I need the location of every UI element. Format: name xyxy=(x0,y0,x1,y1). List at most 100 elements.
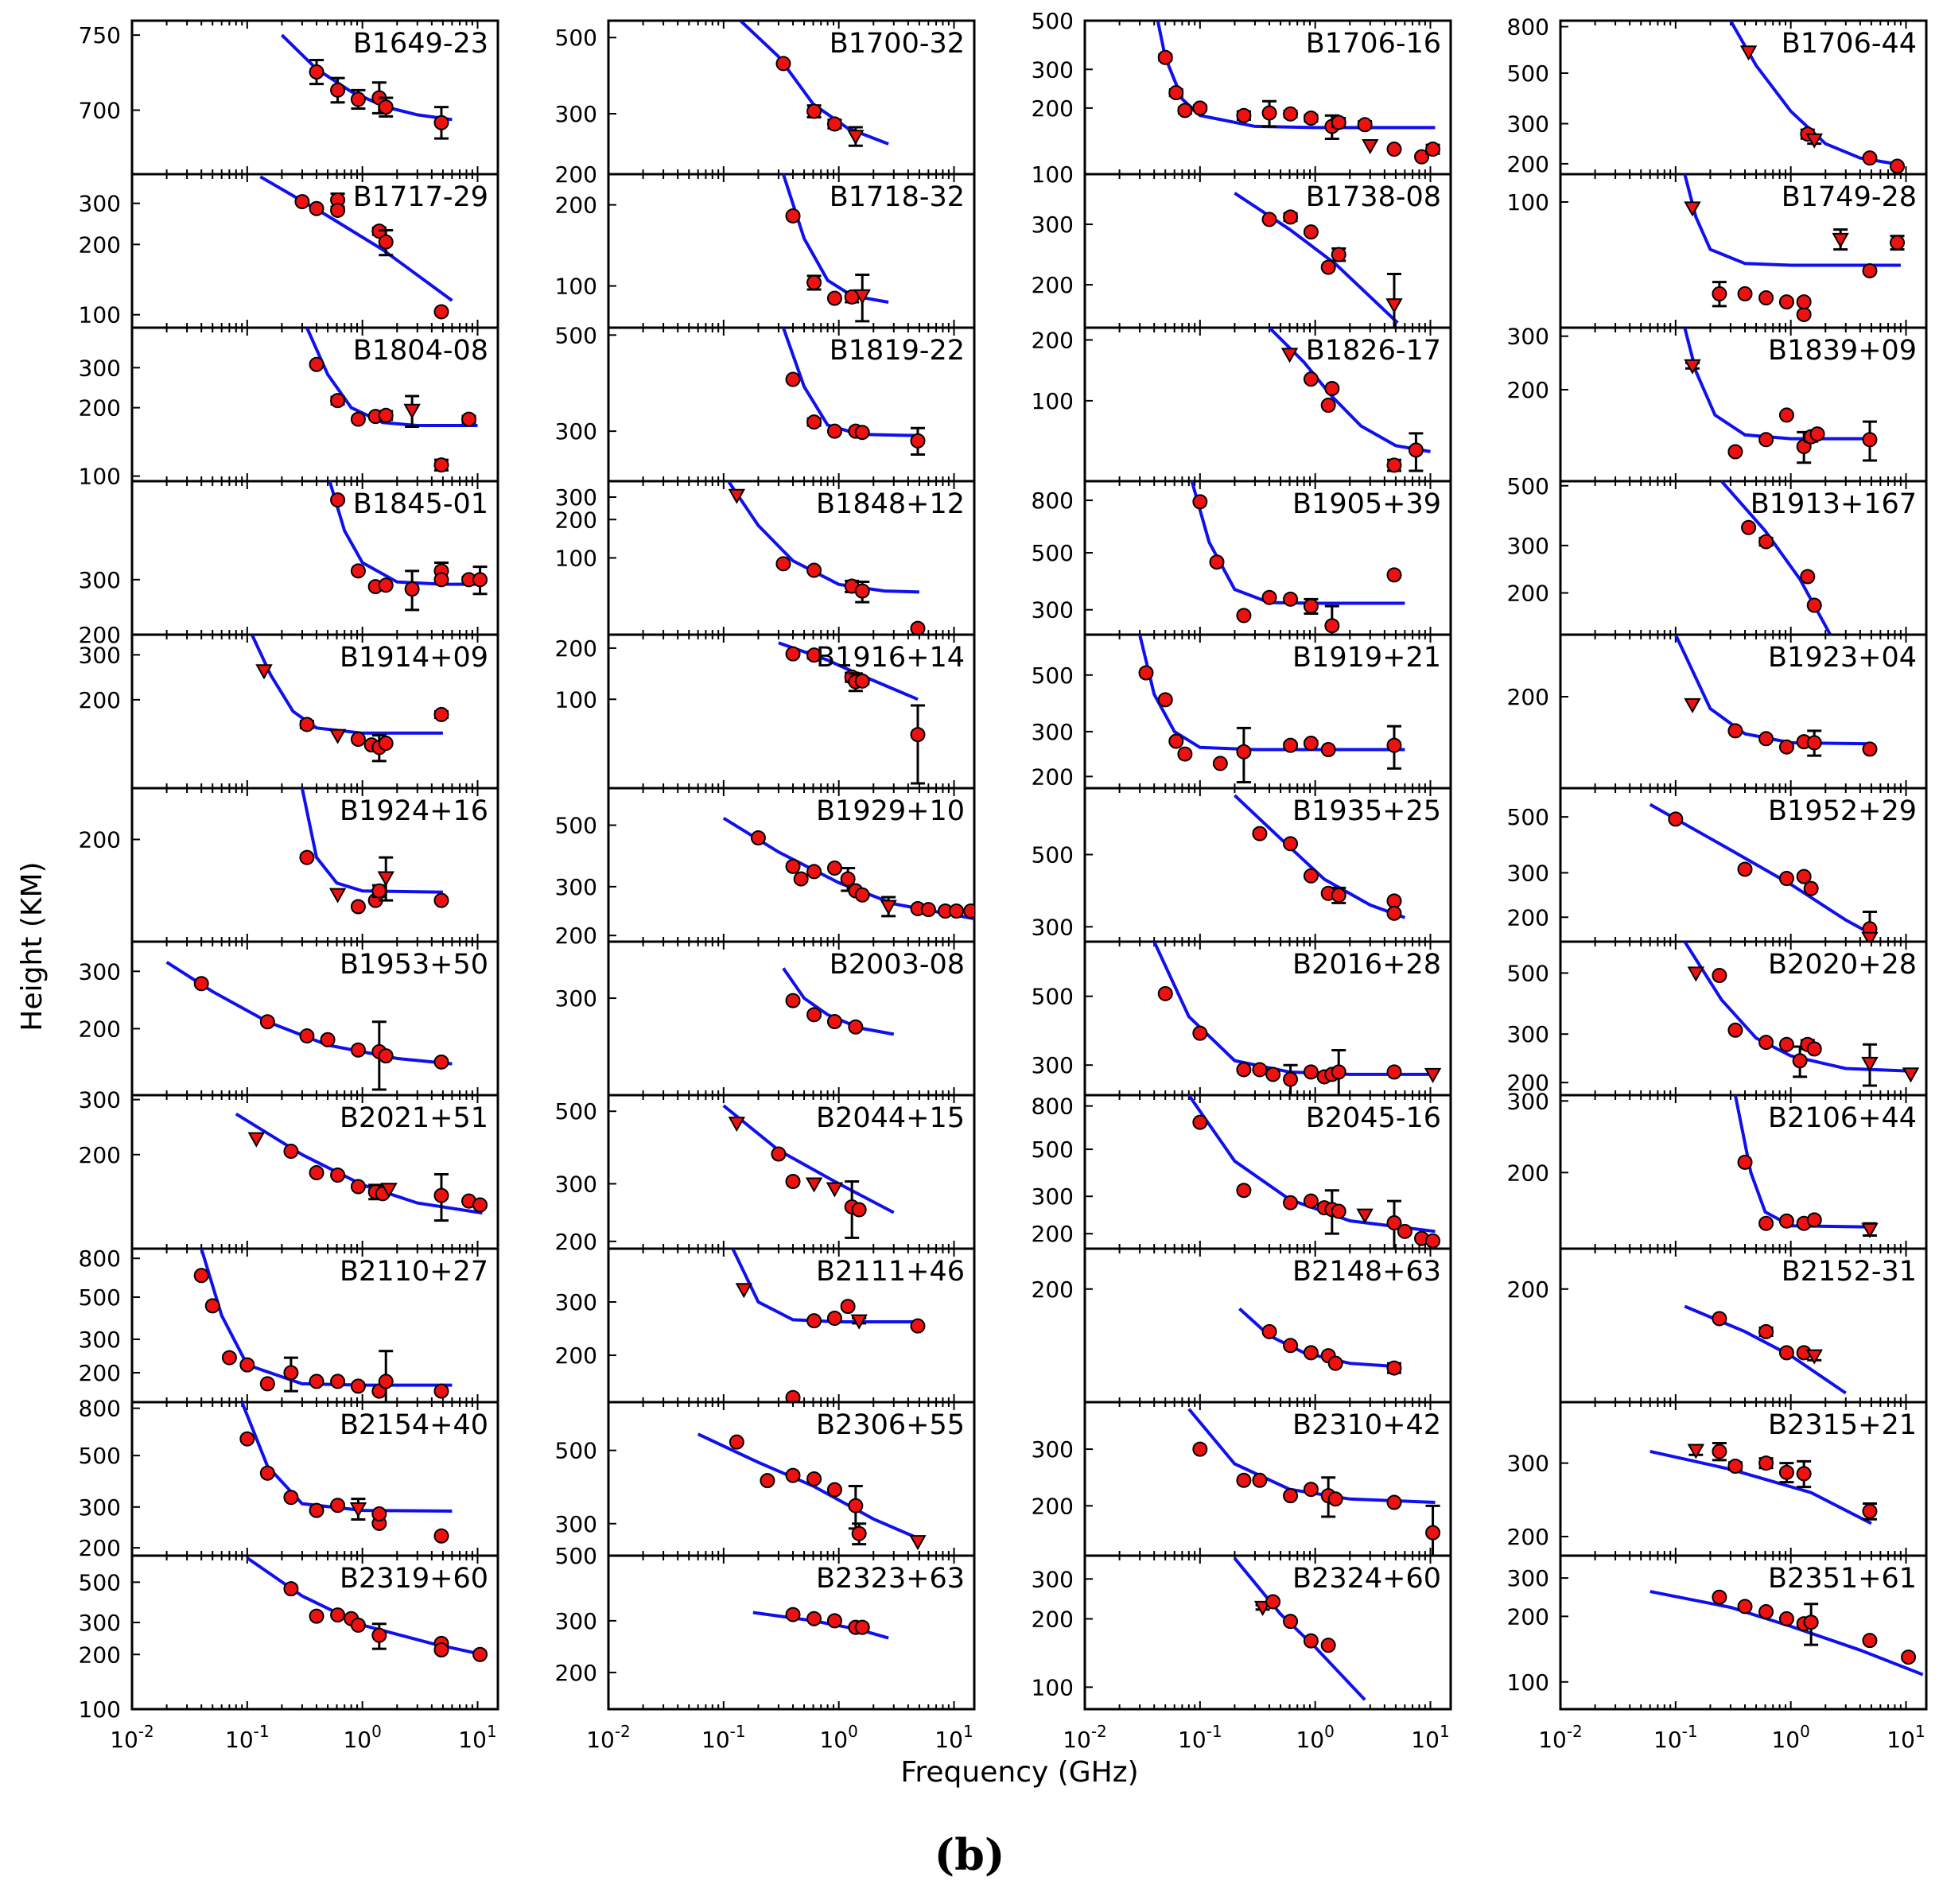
circle-marker xyxy=(1806,1212,1822,1228)
circle-marker xyxy=(1862,741,1878,757)
circle-marker xyxy=(910,727,926,743)
data-point xyxy=(1283,1488,1299,1504)
data-point xyxy=(1712,967,1727,983)
data-point xyxy=(910,426,926,456)
panel-B1929+10: 200 300 500 B1929+10 xyxy=(555,787,976,949)
data-point xyxy=(259,1376,275,1392)
circle-marker xyxy=(433,572,449,588)
data-point xyxy=(1727,1458,1743,1474)
data-point xyxy=(461,411,477,427)
y-tick-label: 200 xyxy=(79,231,121,258)
panel-title: B1919+21 xyxy=(1292,642,1441,674)
data-point xyxy=(378,1350,394,1402)
data-point xyxy=(1386,1494,1402,1510)
data-point xyxy=(1741,519,1757,535)
y-tick-label: 100 xyxy=(1032,161,1074,188)
data-point xyxy=(1684,201,1701,217)
data-point xyxy=(1424,1067,1442,1083)
y-tick-label: 100 xyxy=(555,546,597,572)
circle-marker xyxy=(1283,836,1299,852)
circle-marker xyxy=(330,1607,346,1623)
data-point xyxy=(1261,1323,1277,1339)
panel-title: B1953+50 xyxy=(340,949,488,981)
panel-B2021+51: 200 300 B2021+51 xyxy=(79,1087,499,1250)
circle-marker xyxy=(294,194,310,210)
circle-marker xyxy=(1236,1472,1252,1488)
circle-marker xyxy=(330,82,346,98)
y-tick-label: 300 xyxy=(1032,56,1074,83)
triangle-marker xyxy=(1385,298,1403,314)
y-tick-label: 300 xyxy=(79,1494,121,1521)
circle-marker xyxy=(309,64,324,80)
panel-title: B1929+10 xyxy=(816,795,965,827)
y-tick-label: 500 xyxy=(79,1284,121,1311)
y-tick-label: 300 xyxy=(1032,1566,1074,1592)
x-tick-label: 10-1 xyxy=(225,1722,270,1753)
circle-marker xyxy=(1668,811,1684,827)
circle-marker xyxy=(1386,1360,1402,1376)
panel-B1717-29: 100 200 300 B1717-29 xyxy=(79,173,499,329)
circle-marker xyxy=(1386,142,1402,157)
data-point xyxy=(472,1646,488,1662)
data-point xyxy=(853,274,871,323)
data-point xyxy=(193,1268,209,1284)
fit-line xyxy=(328,481,483,586)
circle-marker xyxy=(1331,1064,1346,1080)
panel-title: B2110+27 xyxy=(340,1256,488,1288)
circle-marker xyxy=(1357,117,1373,133)
circle-marker xyxy=(309,1502,324,1518)
data-point xyxy=(1862,911,1878,942)
circle-marker xyxy=(299,717,315,732)
data-point xyxy=(775,56,791,72)
circle-marker xyxy=(826,1014,842,1030)
circle-marker xyxy=(1386,893,1402,909)
panel-title: B2148+63 xyxy=(1292,1256,1441,1288)
circle-marker xyxy=(1712,1311,1727,1327)
data-point xyxy=(1236,107,1252,123)
circle-marker xyxy=(1320,742,1336,758)
y-tick-label: 300 xyxy=(555,418,597,445)
data-point xyxy=(1303,1064,1319,1080)
data-point xyxy=(1386,1199,1402,1249)
y-tick-label: 200 xyxy=(1032,1607,1074,1633)
data-point xyxy=(294,194,310,210)
circle-marker xyxy=(851,1525,867,1541)
y-tick-label: 300 xyxy=(555,1171,597,1197)
data-point xyxy=(1324,380,1340,396)
circle-marker xyxy=(1212,756,1228,771)
circle-marker xyxy=(1283,209,1299,225)
data-point xyxy=(1737,861,1753,877)
data-point xyxy=(1236,1183,1252,1199)
data-point xyxy=(1778,294,1794,310)
y-tick-label: 100 xyxy=(1032,1674,1074,1700)
data-point xyxy=(1806,1041,1822,1057)
circle-marker xyxy=(1303,1064,1319,1080)
circle-marker xyxy=(1712,967,1727,983)
x-tick-label: 100 xyxy=(1296,1722,1334,1753)
data-point xyxy=(371,1622,387,1650)
circle-marker xyxy=(963,903,974,919)
y-tick-label: 500 xyxy=(1032,842,1074,868)
panel-B1706-44: 200 300 500 800 B1706-44 xyxy=(1507,14,1928,177)
y-tick-label: 200 xyxy=(79,395,121,422)
circle-marker xyxy=(826,423,842,439)
circle-marker xyxy=(1331,115,1346,130)
data-point xyxy=(1261,99,1277,128)
data-point xyxy=(1209,554,1225,570)
circle-marker xyxy=(1168,85,1184,101)
panel-B1935+25: 300 500 B1935+25 xyxy=(1032,787,1452,943)
data-point xyxy=(433,106,449,140)
data-point xyxy=(1902,1067,1920,1083)
y-tick-label: 800 xyxy=(1507,14,1549,41)
circle-marker xyxy=(826,116,842,132)
data-point xyxy=(1861,1222,1879,1238)
data-point xyxy=(330,1607,346,1623)
data-point xyxy=(851,1202,867,1218)
panel-B1819-22: 300 500 B1819-22 xyxy=(555,322,976,483)
data-point xyxy=(910,620,926,635)
panel-title: B1924+16 xyxy=(340,795,488,827)
data-point xyxy=(433,1528,449,1544)
data-point xyxy=(806,562,822,578)
y-tick-label: 800 xyxy=(1032,1094,1074,1120)
y-tick-label: 200 xyxy=(79,1360,121,1386)
